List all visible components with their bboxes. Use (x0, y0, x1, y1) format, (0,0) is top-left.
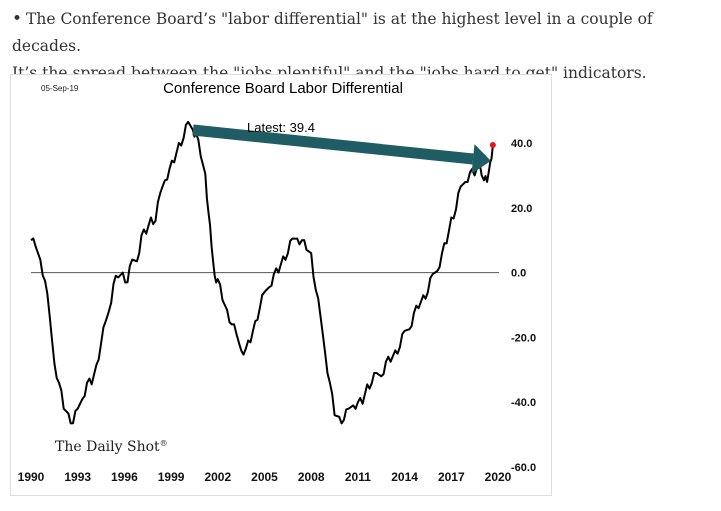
x-tick-label: 2014 (391, 470, 418, 484)
x-tick-label: 2011 (345, 470, 371, 484)
x-tick-label: 1996 (111, 470, 138, 484)
x-tick-label: 2008 (298, 470, 325, 484)
y-tick-label: 0.0 (511, 268, 526, 280)
watermark-mark: ® (160, 439, 168, 448)
x-tick-label: 2017 (438, 470, 465, 484)
y-tick-label: 40.0 (511, 138, 532, 150)
chart-title: Conference Board Labor Differential (163, 80, 403, 97)
y-tick-label: -60.0 (511, 462, 536, 474)
watermark-text: The Daily Shot (55, 439, 160, 455)
y-tick-label: -40.0 (511, 397, 536, 409)
x-tick-label: 1999 (158, 470, 185, 484)
x-tick-label: 2005 (251, 470, 278, 484)
latest-annotation: Latest: 39.4 (247, 120, 315, 135)
x-tick-label: 2002 (204, 470, 231, 484)
x-tick-label: 1993 (64, 470, 91, 484)
y-tick-label: 20.0 (511, 203, 532, 215)
chart-date-label: 05-Sep-19 (41, 84, 79, 93)
arrow-shaft (192, 124, 474, 165)
x-axis-ticks: 1990 1993 1996 1999 2002 2005 2008 2011 2014 2017… (18, 470, 512, 484)
y-tick-label: -20.0 (511, 332, 536, 344)
arrow-head (471, 144, 491, 174)
series-line (30, 120, 494, 425)
watermark: The Daily Shot® (55, 439, 168, 455)
labor-differential-chart: 05-Sep-19 Conference Board Labor Differe… (18, 80, 536, 484)
caption-line-1: • The Conference Board’s "labor different… (12, 6, 712, 60)
caption-text-1: The Conference Board’s "labor differenti… (12, 10, 653, 55)
y-axis-ticks: 40.0 20.0 0.0 -20.0 -40.0 -60.0 (511, 138, 536, 474)
chart-container: 05-Sep-19 Conference Board Labor Differe… (10, 74, 552, 496)
x-tick-label: 1990 (18, 470, 45, 484)
x-tick-label: 2020 (485, 470, 512, 484)
latest-value-marker (489, 141, 496, 148)
bullet-icon: • (12, 9, 23, 29)
